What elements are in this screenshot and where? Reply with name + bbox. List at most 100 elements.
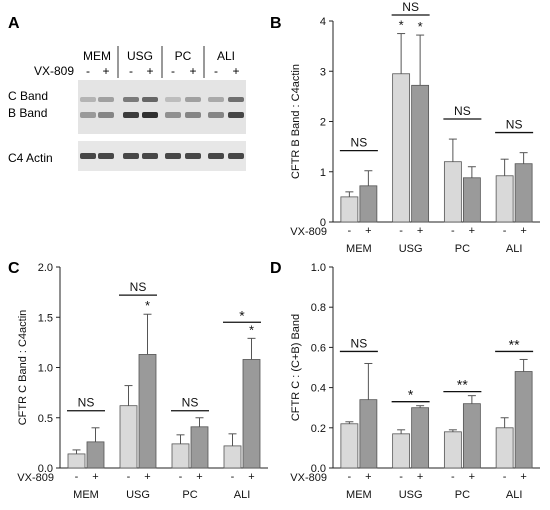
blot-band-c: [185, 97, 201, 102]
treatment-sign: -: [399, 471, 403, 483]
treatment-sign: +: [365, 225, 371, 237]
significance-label: NS: [402, 0, 419, 14]
bar: [359, 399, 378, 469]
panel-letter-b: B: [270, 15, 282, 32]
bar: [86, 441, 105, 469]
treatment-sign: +: [520, 225, 526, 237]
treatment-sign: +: [248, 471, 254, 483]
y-axis-label: CFTR B Band : C4actin: [290, 64, 302, 179]
x-category-label: MEM: [346, 489, 372, 501]
y-tick-label: 0.6: [311, 342, 326, 354]
blot-band-b: [80, 112, 96, 118]
blot-band-c: [208, 97, 224, 102]
blot-band-c: [123, 97, 139, 102]
chart-panel-b: 0 1 2 3 4 CFTR B Band : C4actin VX-809 - + MEM - + U…: [290, 0, 540, 255]
significance-label: NS: [454, 104, 471, 118]
x-category-label: USG: [399, 489, 423, 501]
y-tick-label: 3: [320, 66, 326, 78]
treatment-sign: +: [417, 471, 423, 483]
significance-label: NS: [130, 280, 147, 294]
y-tick-label: 1: [320, 167, 326, 179]
x-category-label: PC: [182, 489, 197, 501]
y-tick-label: 2.0: [38, 262, 53, 274]
panel-letter-c: C: [8, 260, 20, 277]
treatment-sign: -: [348, 471, 352, 483]
blot-band-b: [142, 112, 158, 118]
treatment-label: VX-809: [290, 226, 327, 238]
panel-letter-a: A: [8, 15, 20, 32]
x-category-label: PC: [455, 243, 470, 255]
y-tick-label: 1.0: [38, 363, 53, 375]
significance-label: **: [509, 336, 520, 352]
blot-band-actin: [185, 153, 201, 159]
blot-membrane-cftr: [78, 80, 246, 134]
x-category-label: USG: [126, 489, 150, 501]
bar: [462, 177, 481, 223]
treatment-sign: +: [365, 471, 371, 483]
bar: [359, 185, 378, 223]
blot-group-label-ali: ALI: [217, 49, 235, 63]
x-category-label: MEM: [346, 243, 372, 255]
bar: [495, 175, 514, 223]
panel-letter-d: D: [270, 260, 282, 277]
treatment-sign: +: [92, 471, 98, 483]
y-tick-label: 0.8: [311, 302, 326, 314]
bar: [392, 433, 411, 469]
treatment-sign: +: [196, 471, 202, 483]
blot-group-label-usg: USG: [127, 49, 153, 63]
treatment-sign: -: [75, 471, 79, 483]
bar: [171, 443, 190, 469]
treatment-label: VX-809: [17, 472, 54, 484]
treatment-sign: -: [451, 471, 455, 483]
significance-label: **: [457, 377, 468, 393]
bar: [495, 427, 514, 469]
blot-band-actin: [208, 153, 224, 159]
blot-band-actin: [142, 153, 158, 159]
x-category-label: USG: [399, 243, 423, 255]
significance-label: NS: [78, 396, 95, 410]
bar: [514, 163, 533, 223]
significance-star: *: [399, 18, 404, 33]
y-tick-label: 0.0: [38, 463, 53, 475]
y-tick-label: 0.4: [311, 383, 326, 395]
blot-treatment-sign: -: [214, 64, 218, 78]
treatment-sign: +: [469, 471, 475, 483]
blot-band-actin: [98, 153, 114, 159]
x-category-label: ALI: [506, 489, 523, 501]
blot-band-actin: [165, 153, 181, 159]
blot-band-c: [228, 97, 244, 102]
blot-band-actin: [80, 153, 96, 159]
blot-band-c: [98, 97, 114, 102]
x-category-label: MEM: [73, 489, 99, 501]
blot-group-label-mem: MEM: [83, 49, 111, 63]
y-axis-label: CFTR C : (C+B) Band: [290, 314, 302, 421]
blot-treatment-sign: +: [102, 64, 109, 78]
blot-band-c: [142, 97, 158, 102]
blot-band-c: [80, 97, 96, 102]
blot-band-b: [185, 112, 201, 118]
x-category-label: ALI: [506, 243, 523, 255]
blot-treatment-sign: +: [232, 64, 239, 78]
chart-panel-d: 0.0 0.2 0.4 0.6 0.8 1.0 CFTR C : (C+B) Band VX-…: [290, 262, 540, 501]
x-category-label: PC: [455, 489, 470, 501]
y-tick-label: 0.0: [311, 463, 326, 475]
y-tick-label: 1.5: [38, 312, 53, 324]
blot-treatment-label: VX-809: [34, 64, 74, 78]
blot-row-label-c-band: C Band: [8, 89, 48, 103]
chart-panel-c: 0.0 0.5 1.0 1.5 2.0 CFTR C Band : C4actin VX-8…: [17, 262, 268, 501]
blot-band-c: [165, 97, 181, 102]
blot-row-label-actin: C4 Actin: [8, 151, 53, 165]
bar: [242, 359, 261, 469]
bar: [340, 423, 359, 469]
treatment-sign: +: [520, 471, 526, 483]
treatment-sign: +: [417, 225, 423, 237]
bar: [411, 407, 430, 469]
bar: [67, 453, 86, 469]
significance-star: *: [249, 322, 254, 337]
y-tick-label: 0.2: [311, 423, 326, 435]
treatment-sign: -: [179, 471, 183, 483]
blot-treatment-sign: +: [189, 64, 196, 78]
significance-label: NS: [351, 336, 368, 350]
treatment-sign: -: [127, 471, 131, 483]
